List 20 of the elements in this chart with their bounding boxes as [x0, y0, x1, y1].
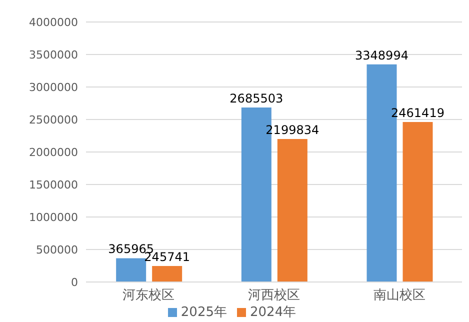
- y-tick-label: 3500000: [29, 48, 78, 62]
- y-tick-label: 2500000: [29, 113, 78, 126]
- y-tick-label: 3000000: [29, 80, 78, 94]
- y-tick-label: 1000000: [29, 210, 78, 224]
- x-tick-label: 南山校区: [373, 288, 426, 304]
- x-tick-label: 河东校区: [122, 288, 175, 304]
- bar: [116, 258, 146, 282]
- legend-label: 2024年: [250, 305, 296, 320]
- y-tick-label: 500000: [36, 243, 78, 256]
- y-tick-label: 0: [71, 276, 78, 289]
- bar: [277, 139, 308, 282]
- legend-label: 2025年: [180, 305, 227, 320]
- data-label: 3348994: [355, 48, 408, 62]
- data-label: 2685503: [230, 91, 284, 106]
- y-tick-label: 1500000: [29, 178, 78, 192]
- y-tick-label: 4000000: [29, 16, 78, 29]
- bar: [152, 266, 182, 282]
- x-tick-label: 河西校区: [248, 288, 300, 304]
- bar: [402, 122, 433, 282]
- y-tick-label: 2000000: [29, 146, 78, 159]
